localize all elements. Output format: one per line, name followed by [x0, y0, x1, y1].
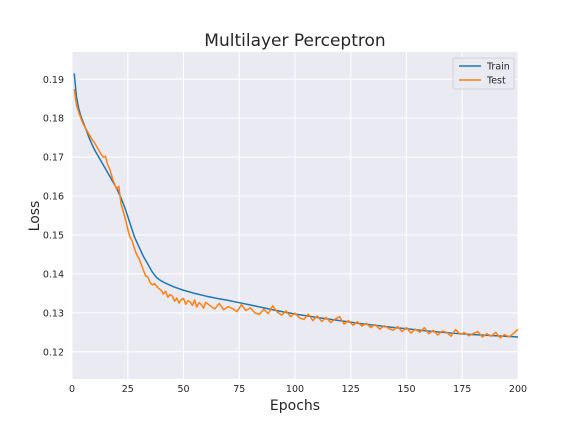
tick-labels: 0 25 50 75 100 125 150 175 200 0.12 0.13 0.14 0.15 0.… [43, 75, 527, 395]
x-tick-label: 100 [286, 384, 304, 395]
x-tick-label: 75 [233, 384, 245, 395]
y-tick-label: 0.18 [43, 114, 64, 125]
x-tick-label: 0 [69, 384, 75, 395]
chart-title: Multilayer Perceptron [204, 31, 385, 51]
series-layer [73, 73, 519, 339]
legend: Train Test [452, 57, 515, 90]
x-tick-label: 175 [453, 384, 471, 395]
legend-label-test: Test [486, 76, 506, 87]
x-tick-label: 125 [342, 384, 360, 395]
y-tick-label: 0.12 [43, 347, 64, 358]
x-axis-label: Epochs [270, 398, 320, 414]
series-line-train [73, 73, 519, 338]
series-line-test [73, 88, 519, 339]
y-tick-label: 0.16 [43, 192, 64, 203]
legend-label-train: Train [486, 62, 510, 73]
y-tick-label: 0.14 [43, 269, 64, 280]
x-tick-label: 25 [122, 384, 134, 395]
y-axis-label: Loss [27, 201, 43, 232]
y-tick-label: 0.17 [43, 153, 64, 164]
x-tick-label: 50 [177, 384, 189, 395]
y-tick-label: 0.13 [43, 308, 64, 319]
x-tick-label: 150 [397, 384, 415, 395]
x-tick-label: 200 [509, 384, 527, 395]
y-tick-label: 0.19 [43, 75, 64, 86]
y-tick-label: 0.15 [43, 230, 64, 241]
